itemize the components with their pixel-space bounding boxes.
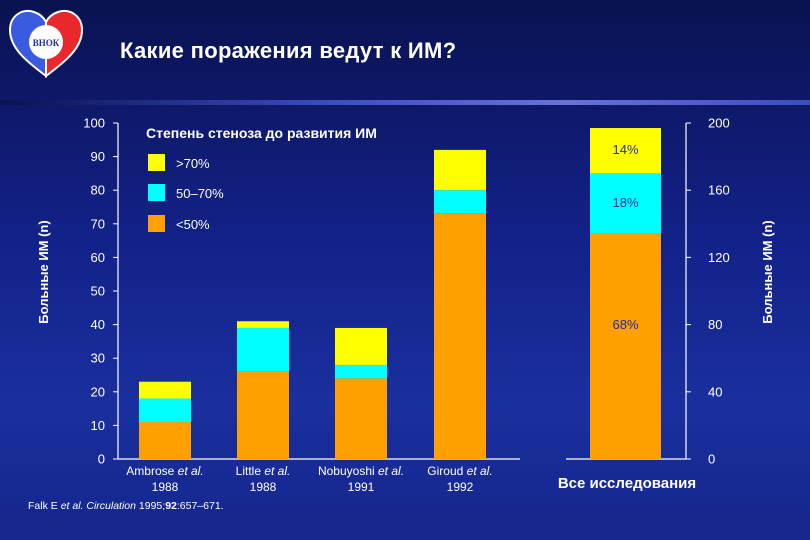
citation: Falk E et al. Circulation 1995;92:657–67… <box>28 500 224 512</box>
logo-text: ВНОК <box>33 38 60 48</box>
logo-circle <box>29 25 63 59</box>
y-tick-label: 80 <box>708 317 722 332</box>
bar-mild-4 <box>434 213 486 459</box>
legend-swatch-severe <box>148 154 165 171</box>
x-tick-author: Ambrose <box>126 464 174 478</box>
x-tick-author: Giroud <box>427 464 463 478</box>
data-label-moderate: 18% <box>612 195 638 210</box>
bar-mild-all <box>590 233 661 459</box>
title-divider <box>0 100 810 105</box>
y-tick-label: 60 <box>91 250 105 265</box>
legend-label-moderate: 50–70% <box>176 186 224 201</box>
bar-severe-1 <box>139 381 191 399</box>
y-tick-label: 80 <box>91 183 105 198</box>
legend-swatch-mild <box>148 215 165 232</box>
x-tick-etal: et al. <box>174 464 203 478</box>
x-tick-author: Little <box>236 464 262 478</box>
x-tick-label-all: Все исследования <box>558 475 696 492</box>
y-tick-label: 90 <box>91 149 105 164</box>
bar-severe-all <box>590 128 661 174</box>
x-tick-label: Little et al. <box>236 464 291 478</box>
x-tick-etal: et al. <box>375 464 404 478</box>
bar-moderate-3 <box>335 364 387 379</box>
x-tick-label: Nobuyoshi et al. <box>318 464 404 478</box>
bar-moderate-1 <box>139 398 191 423</box>
y-tick-label: 70 <box>91 216 105 231</box>
citation-pages: :657–671. <box>176 500 224 512</box>
citation-year: 1995; <box>135 500 166 512</box>
y-tick-label: 50 <box>91 284 105 299</box>
right-chart: 0 40 80 120 160 200 Больные ИМ (n) 68% 18% 14% Все… <box>558 116 775 493</box>
y-tick-label: 30 <box>91 351 105 366</box>
x-tick-year: 1988 <box>152 480 179 494</box>
logo-heart-left <box>8 10 47 78</box>
left-chart: 0 10 20 30 40 50 60 70 80 90 100 Больные ИМ (n) Степ… <box>36 116 520 494</box>
bar-mild-1 <box>139 422 191 459</box>
x-tick-label: Giroud et al. <box>427 464 492 478</box>
legend-label-mild: <50% <box>176 217 210 232</box>
citation-etal: et al. <box>60 500 84 512</box>
legend-swatch-moderate <box>148 184 165 201</box>
y-tick-label: 120 <box>708 250 730 265</box>
chart-title: Степень стеноза до развития ИМ <box>146 125 377 141</box>
y-tick-label: 0 <box>708 452 715 467</box>
y-tick-label: 40 <box>708 384 722 399</box>
x-tick-etal: et al. <box>463 464 492 478</box>
logo-heart-right <box>45 10 84 78</box>
bar-moderate-4 <box>434 190 486 214</box>
x-tick-year: 1992 <box>447 480 474 494</box>
data-label-severe: 14% <box>612 142 638 157</box>
y-tick-label: 160 <box>708 183 730 198</box>
y-axis-label-right: Больные ИМ (n) <box>760 220 775 323</box>
x-tick-etal: et al. <box>261 464 290 478</box>
x-tick-author: Nobuyoshi <box>318 464 375 478</box>
slide-title: Какие поражения ведут к ИМ? <box>120 38 457 63</box>
x-tick-label: Ambrose et al. <box>126 464 203 478</box>
y-tick-label: 200 <box>708 116 730 131</box>
y-tick-label: 10 <box>91 418 105 433</box>
legend-label-severe: >70% <box>176 156 210 171</box>
bar-severe-2 <box>237 321 289 328</box>
bar-severe-3 <box>335 327 387 365</box>
x-tick-year: 1991 <box>348 480 375 494</box>
data-label-mild: 68% <box>612 317 638 332</box>
y-tick-label: 40 <box>91 317 105 332</box>
citation-authors: Falk E <box>28 500 61 512</box>
citation-journal: Circulation <box>83 500 136 512</box>
x-tick-year: 1988 <box>250 480 277 494</box>
y-axis-label-left: Больные ИМ (n) <box>36 220 51 323</box>
bar-moderate-all <box>590 173 661 234</box>
vnok-logo: ВНОК <box>8 10 84 78</box>
bar-mild-2 <box>237 371 289 459</box>
y-tick-label: 20 <box>91 384 105 399</box>
y-tick-label: 0 <box>98 452 105 467</box>
bar-moderate-2 <box>237 327 289 372</box>
bar-severe-4 <box>434 149 486 191</box>
bar-mild-3 <box>335 378 387 459</box>
citation-volume: 92 <box>165 500 177 512</box>
y-tick-label: 100 <box>83 116 105 131</box>
